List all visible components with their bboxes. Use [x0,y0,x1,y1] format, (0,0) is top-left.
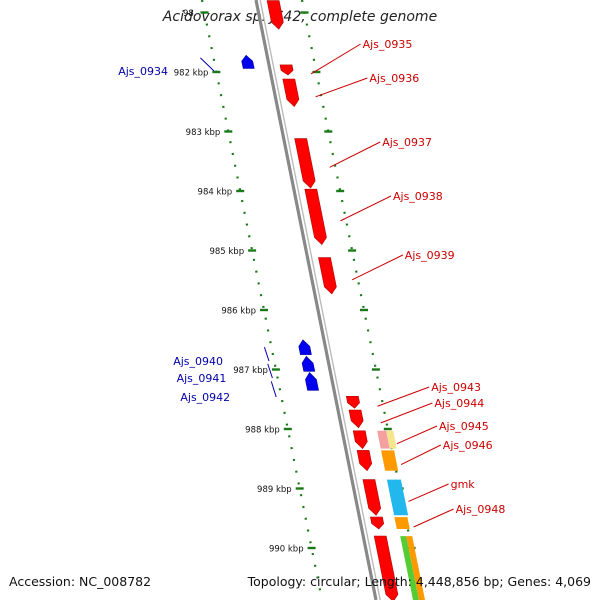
accession-text: Accession: NC_008782 [9,574,152,589]
gene-label: Ajs_0943 [431,381,481,394]
gene-leader-line [263,347,270,362]
gene-leader-line [315,77,368,98]
gene-arrow [345,395,360,409]
scale-tick-label: 982 kbp [174,69,209,79]
gene-leader-line [380,402,433,424]
gene-arrow [301,355,316,372]
gene-arrow [356,450,373,472]
scale-tick-label: 98. [183,9,197,19]
gene-leader-line [270,381,277,398]
gene-arrow [373,535,399,600]
scale-tick-label: 989 kbp [257,485,292,495]
gene-label: Ajs_0941 [177,372,227,385]
gene-arrow [304,188,327,245]
gene-leader-line [351,254,404,281]
gene-leader-line [310,43,361,75]
gene-label: Ajs_0934 [118,65,168,78]
gene-leader-line [377,386,430,407]
gene-label: Ajs_0946 [443,439,493,452]
scale-tick-label: 985 kbp [209,247,244,257]
genome-backbone-edge [259,0,381,600]
gene-arrow [305,372,319,391]
gene-label: Ajs_0940 [173,355,223,368]
gene-arrow [348,409,364,429]
gene-leader-line [329,141,381,168]
scale-tick-label: 986 kbp [221,307,256,317]
gene-label: Ajs_0938 [393,190,443,203]
gene-arrow [294,138,316,189]
topology-text: Topology: circular; Length: 4,448,856 bp… [247,574,591,589]
left-scale-track [200,0,324,600]
gene-arrow [352,430,368,450]
scale-tick-label: 988 kbp [245,426,280,436]
feature-block [406,536,425,600]
gene-label: Ajs_0942 [180,391,230,404]
gene-leader-line [413,508,454,528]
feature-block [381,450,399,471]
feature-block [386,430,397,449]
gene-arrow [279,64,294,76]
scale-tick-label: 987 kbp [233,366,268,376]
feature-block [386,479,409,516]
gene-arrow [318,257,337,295]
gene-arrow [266,0,284,30]
genome-backbone [254,0,378,600]
gene-arrow [370,516,385,530]
gene-leader-line [200,57,215,72]
scale-tick-label: 983 kbp [186,128,221,138]
gene-arrow [362,479,382,516]
gene-arrow [298,339,312,355]
gene-leader-line [408,483,449,502]
gene-leader-line [340,195,392,222]
gene-arrow [282,78,300,107]
gene-arrow [241,54,255,69]
gene-label: Ajs_0936 [369,72,419,85]
gene-leader-line [267,363,273,379]
gene-leader-line [396,425,438,445]
feature-block [400,536,419,600]
scale-tick-label: 984 kbp [198,188,233,198]
gene-label: Ajs_0944 [434,397,484,410]
feature-block [394,517,410,529]
gene-label: Ajs_0935 [363,38,413,51]
gene-label: gmk [451,478,476,491]
gene-label: Ajs_0945 [439,420,489,433]
feature-block [377,430,390,449]
map-title: Acidovorax sp. JS42, complete genome [162,9,438,25]
gene-leader-line [400,444,442,465]
scale-tick-label: 990 kbp [269,545,304,555]
gene-label: Ajs_0948 [456,503,506,516]
gene-label: Ajs_0937 [382,136,432,149]
gene-label: Ajs_0939 [405,249,455,262]
